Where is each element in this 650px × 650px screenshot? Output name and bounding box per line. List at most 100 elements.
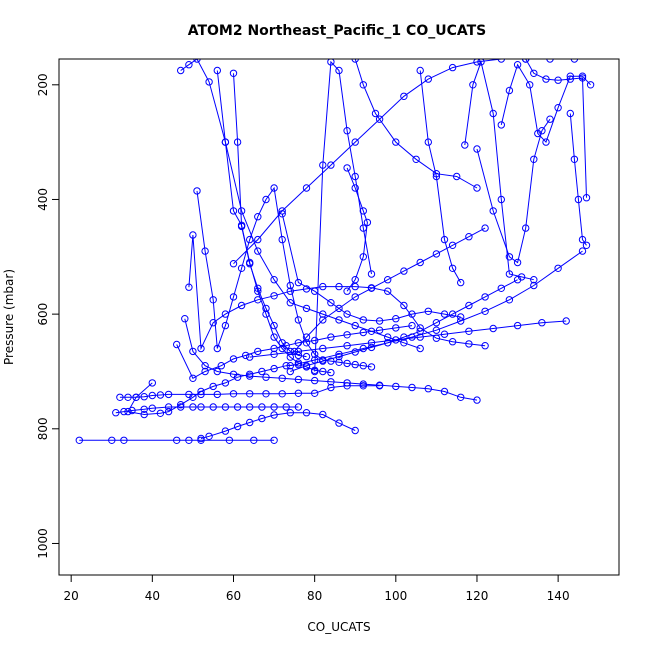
data-point bbox=[201, 367, 209, 376]
data-point bbox=[574, 195, 583, 204]
data-point bbox=[327, 299, 335, 307]
data-point bbox=[209, 319, 217, 327]
data-point bbox=[582, 194, 591, 202]
data-point bbox=[448, 241, 457, 250]
data-point bbox=[408, 333, 416, 341]
data-point bbox=[473, 184, 481, 192]
data-point bbox=[440, 387, 449, 396]
data-point bbox=[432, 319, 441, 327]
series-line bbox=[115, 406, 299, 414]
data-point bbox=[185, 436, 193, 444]
data-point bbox=[221, 138, 230, 146]
data-point bbox=[453, 172, 461, 181]
data-point bbox=[400, 301, 408, 310]
data-point bbox=[534, 129, 542, 138]
x-tick-label: 20 bbox=[64, 589, 79, 603]
data-point bbox=[148, 391, 157, 400]
data-point bbox=[367, 327, 376, 335]
data-point bbox=[505, 270, 514, 278]
series-line bbox=[180, 59, 421, 349]
data-point bbox=[448, 63, 457, 72]
data-point bbox=[566, 109, 574, 118]
data-point bbox=[75, 436, 84, 444]
data-point bbox=[343, 359, 351, 368]
data-point bbox=[286, 362, 294, 370]
data-point bbox=[258, 414, 266, 423]
data-point bbox=[432, 326, 441, 334]
data-point bbox=[351, 276, 359, 284]
data-point bbox=[221, 321, 230, 330]
data-point bbox=[489, 109, 497, 118]
data-point bbox=[311, 389, 319, 397]
data-point bbox=[319, 316, 327, 324]
data-point bbox=[286, 347, 294, 356]
x-tick-label: 140 bbox=[547, 589, 570, 603]
data-point bbox=[246, 390, 254, 398]
data-point bbox=[359, 380, 367, 388]
series-line bbox=[464, 60, 534, 281]
data-point bbox=[319, 161, 327, 169]
data-point bbox=[311, 336, 319, 345]
data-point bbox=[246, 353, 254, 361]
data-point bbox=[197, 403, 205, 411]
data-point bbox=[327, 368, 335, 377]
data-point bbox=[375, 326, 384, 334]
series-line bbox=[119, 385, 380, 398]
data-point bbox=[254, 213, 262, 221]
data-point bbox=[282, 362, 290, 370]
data-point bbox=[327, 357, 335, 365]
data-point bbox=[286, 409, 294, 417]
series-line bbox=[281, 213, 461, 322]
data-point bbox=[473, 396, 481, 404]
data-point bbox=[233, 422, 242, 431]
data-point bbox=[497, 59, 505, 63]
data-point bbox=[270, 436, 278, 444]
data-point bbox=[473, 145, 481, 153]
data-point bbox=[562, 317, 570, 325]
data-point bbox=[294, 403, 303, 411]
data-point bbox=[116, 393, 124, 401]
data-point bbox=[371, 109, 380, 118]
data-point bbox=[408, 321, 416, 330]
data-point bbox=[132, 393, 140, 401]
data-point bbox=[302, 333, 311, 341]
data-point bbox=[201, 247, 209, 255]
data-point bbox=[140, 405, 148, 413]
data-point bbox=[270, 276, 278, 284]
data-point bbox=[302, 409, 311, 417]
data-point bbox=[457, 317, 465, 325]
data-point bbox=[570, 59, 579, 63]
data-point bbox=[335, 352, 343, 361]
data-point bbox=[319, 310, 327, 318]
series-line bbox=[569, 113, 587, 246]
data-point bbox=[367, 270, 376, 278]
data-point bbox=[351, 184, 359, 192]
series-19 bbox=[311, 59, 376, 376]
data-point bbox=[327, 378, 335, 386]
data-point bbox=[570, 155, 579, 164]
data-point bbox=[530, 276, 538, 284]
series-line bbox=[290, 250, 583, 367]
data-point bbox=[335, 282, 343, 291]
data-point bbox=[294, 389, 303, 397]
data-point bbox=[392, 315, 400, 323]
data-point bbox=[351, 348, 359, 356]
data-point bbox=[311, 376, 319, 385]
data-point bbox=[384, 339, 392, 347]
data-point bbox=[375, 317, 384, 325]
data-point bbox=[250, 436, 258, 444]
data-point bbox=[278, 235, 286, 244]
series-line bbox=[216, 70, 331, 374]
data-point bbox=[343, 379, 351, 387]
data-point bbox=[335, 419, 343, 427]
data-point bbox=[335, 316, 343, 324]
data-point bbox=[124, 407, 132, 416]
series-line bbox=[127, 364, 299, 416]
data-point bbox=[148, 404, 157, 412]
data-point bbox=[546, 115, 554, 123]
data-point bbox=[270, 364, 278, 373]
series-12 bbox=[229, 69, 311, 361]
data-point bbox=[367, 339, 376, 347]
data-point bbox=[582, 241, 591, 250]
data-point bbox=[457, 313, 465, 321]
